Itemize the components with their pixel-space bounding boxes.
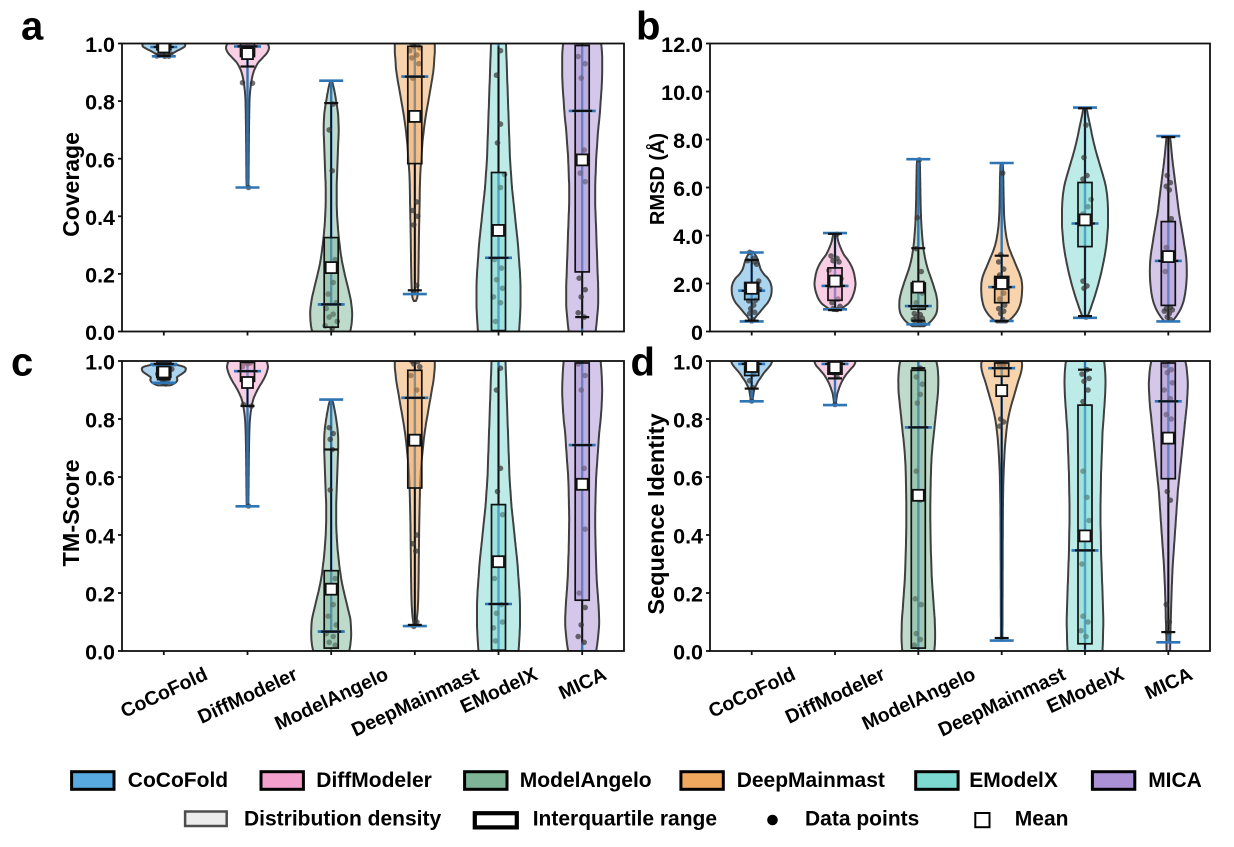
- svg-text:EModelX: EModelX: [969, 769, 1058, 792]
- svg-text:0.8: 0.8: [85, 409, 115, 433]
- svg-text:1.0: 1.0: [85, 33, 115, 57]
- svg-text:0: 0: [691, 321, 703, 345]
- svg-text:0.0: 0.0: [673, 641, 703, 665]
- svg-text:Interquartile range: Interquartile range: [533, 808, 717, 831]
- svg-text:MICA: MICA: [1148, 769, 1202, 792]
- svg-text:8.0: 8.0: [673, 129, 703, 153]
- svg-text:Sequence Identity: Sequence Identity: [643, 413, 669, 614]
- svg-text:TM-Score: TM-Score: [58, 459, 84, 566]
- svg-text:RMSD (Å): RMSD (Å): [645, 133, 669, 225]
- svg-text:0.8: 0.8: [673, 409, 703, 433]
- svg-text:DeepMainmast: DeepMainmast: [737, 769, 885, 792]
- svg-text:0.4: 0.4: [85, 206, 115, 230]
- svg-text:0.8: 0.8: [85, 91, 115, 115]
- svg-text:d: d: [631, 341, 655, 385]
- svg-text:DiffModeler: DiffModeler: [316, 769, 432, 792]
- svg-text:12.0: 12.0: [661, 33, 703, 57]
- svg-text:Data points: Data points: [805, 808, 919, 831]
- svg-text:a: a: [21, 5, 44, 49]
- svg-text:0.6: 0.6: [673, 467, 703, 491]
- svg-text:b: b: [636, 5, 660, 49]
- svg-text:0.6: 0.6: [85, 467, 115, 491]
- svg-text:0.6: 0.6: [85, 148, 115, 172]
- svg-text:6.0: 6.0: [673, 177, 703, 201]
- svg-text:0.2: 0.2: [673, 583, 703, 607]
- svg-text:0.2: 0.2: [85, 264, 115, 288]
- svg-text:0.4: 0.4: [85, 525, 115, 549]
- svg-text:10.0: 10.0: [661, 81, 703, 105]
- svg-text:ModelAngelo: ModelAngelo: [520, 769, 652, 792]
- svg-text:Mean: Mean: [1015, 808, 1069, 831]
- svg-text:c: c: [11, 341, 33, 385]
- svg-text:0.4: 0.4: [673, 525, 703, 549]
- svg-text:4.0: 4.0: [673, 225, 703, 249]
- svg-text:0.2: 0.2: [85, 583, 115, 607]
- svg-text:0.0: 0.0: [85, 321, 115, 345]
- svg-text:2.0: 2.0: [673, 273, 703, 297]
- svg-text:1.0: 1.0: [85, 351, 115, 375]
- svg-text:1.0: 1.0: [673, 351, 703, 375]
- svg-text:0.0: 0.0: [85, 641, 115, 665]
- svg-text:Coverage: Coverage: [58, 132, 84, 237]
- svg-text:Distribution density: Distribution density: [244, 808, 441, 831]
- svg-text:CoCoFold: CoCoFold: [128, 769, 228, 792]
